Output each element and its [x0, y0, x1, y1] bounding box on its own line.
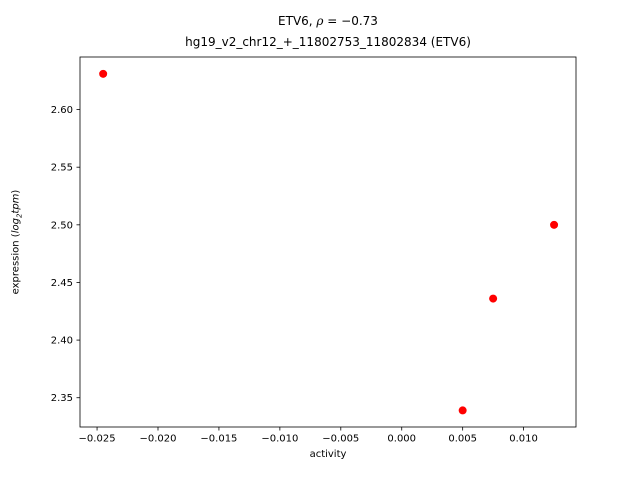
y-tick-label: 2.35 — [51, 393, 73, 404]
y-tick-label: 2.50 — [51, 220, 73, 231]
x-tick-label: −0.015 — [200, 434, 237, 445]
x-axis-label: activity — [309, 449, 347, 460]
y-label-log: log — [10, 218, 22, 234]
x-tick-label: −0.005 — [322, 434, 359, 445]
x-tick-label: −0.020 — [139, 434, 176, 445]
chart-title-line1: ETV6, ρ = −0.73 — [80, 11, 576, 32]
title-rho-value: = −0.73 — [323, 14, 378, 28]
chart-title: ETV6, ρ = −0.73 hg19_v2_chr12_+_11802753… — [80, 11, 576, 53]
x-tick-label: −0.010 — [261, 434, 298, 445]
y-label-prefix: expression ( — [10, 233, 22, 295]
y-tick-label: 2.40 — [51, 336, 73, 347]
x-tick-label: 0.005 — [448, 434, 477, 445]
title-gene: ETV6, — [278, 14, 317, 28]
data-point — [99, 69, 108, 78]
data-point — [550, 220, 559, 229]
data-point — [458, 406, 467, 415]
y-tick-label: 2.60 — [51, 105, 73, 116]
y-label-suffix: ) — [10, 189, 22, 194]
x-tick-label: 0.000 — [387, 434, 416, 445]
data-point — [489, 294, 498, 303]
y-label-subscript: 2 — [15, 213, 24, 219]
y-tick-label: 2.55 — [51, 163, 73, 174]
x-tick-label: −0.025 — [79, 434, 116, 445]
chart-title-line2: hg19_v2_chr12_+_11802753_11802834 (ETV6) — [185, 35, 471, 49]
x-tick-label: 0.010 — [509, 434, 538, 445]
title-rho-symbol: ρ — [316, 14, 324, 28]
y-label-tpm: tpm — [10, 193, 22, 214]
axes-box — [79, 56, 577, 428]
y-tick-label: 2.45 — [51, 278, 73, 289]
y-axis-label: expression (log2tpm) — [11, 190, 24, 295]
